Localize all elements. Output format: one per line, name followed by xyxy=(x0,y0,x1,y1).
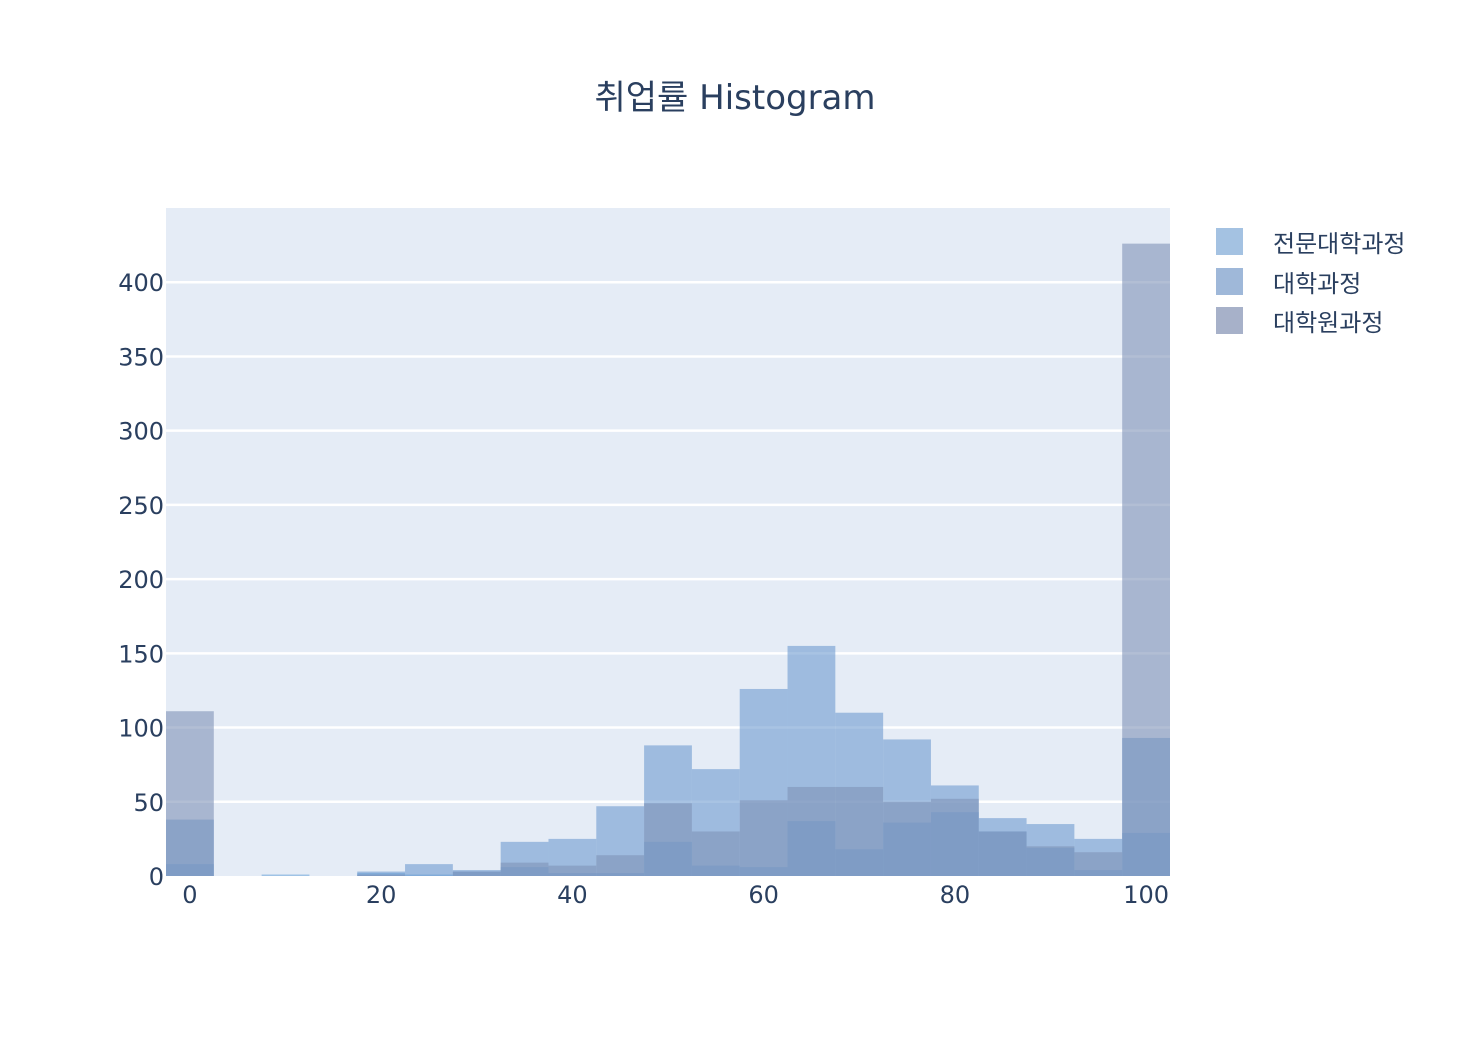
histogram-bar[interactable] xyxy=(357,874,406,876)
legend-label-undergraduate: 대학과정 xyxy=(1273,269,1362,298)
grid-layer xyxy=(166,280,1170,804)
histogram-bar[interactable] xyxy=(1122,243,1170,877)
x-tick-label: 0 xyxy=(182,881,197,909)
bars-layer xyxy=(166,243,1170,877)
x-tick-labels: 0 20 40 60 80 100 xyxy=(182,881,1169,909)
series-2-bars xyxy=(166,243,1170,877)
histogram-bar[interactable] xyxy=(644,803,692,876)
legend-item-vocational[interactable]: 전문대학과정 xyxy=(1216,222,1405,262)
y-tick-label: 250 xyxy=(118,492,164,520)
chart-title: 취업률 Histogram xyxy=(594,78,876,118)
histogram-bar[interactable] xyxy=(787,786,836,876)
histogram-bar[interactable] xyxy=(835,786,884,876)
legend-label-vocational: 전문대학과정 xyxy=(1273,230,1406,259)
x-tick-label: 80 xyxy=(940,881,971,909)
legend-label-graduate: 대학원과정 xyxy=(1273,309,1384,338)
x-tick-label: 40 xyxy=(557,881,588,909)
x-tick-label: 100 xyxy=(1123,881,1169,909)
x-tick-label: 20 xyxy=(366,881,397,909)
y-tick-label: 100 xyxy=(118,715,164,743)
histogram-bar[interactable] xyxy=(261,874,310,876)
legend-item-undergraduate[interactable]: 대학과정 xyxy=(1216,262,1405,302)
legend: 전문대학과정 대학과정 대학원과정 xyxy=(1216,222,1405,341)
y-tick-label: 50 xyxy=(133,789,164,817)
legend-swatch-undergraduate xyxy=(1216,267,1243,295)
histogram-bar[interactable] xyxy=(405,864,453,876)
histogram-bar[interactable] xyxy=(500,862,549,876)
y-tick-label: 400 xyxy=(118,269,164,297)
histogram-bar[interactable] xyxy=(883,801,931,876)
histogram-bar[interactable] xyxy=(691,831,740,876)
y-tick-label: 0 xyxy=(149,863,164,891)
y-tick-label: 150 xyxy=(118,640,164,668)
histogram-bar[interactable] xyxy=(596,855,645,876)
y-tick-labels: 0 50 100 150 200 250 300 350 400 xyxy=(118,269,164,891)
legend-item-graduate[interactable]: 대학원과정 xyxy=(1216,301,1405,341)
y-tick-label: 350 xyxy=(118,343,164,371)
histogram-bar[interactable] xyxy=(1074,852,1123,876)
histogram-bar[interactable] xyxy=(357,871,406,876)
y-tick-label: 200 xyxy=(118,566,164,594)
histogram-bar[interactable] xyxy=(548,865,597,876)
histogram-bar[interactable] xyxy=(452,871,501,876)
histogram-bar[interactable] xyxy=(739,800,788,876)
histogram-bar[interactable] xyxy=(1026,846,1075,876)
x-tick-label: 60 xyxy=(748,881,779,909)
histogram-bar[interactable] xyxy=(978,831,1027,876)
legend-swatch-vocational xyxy=(1216,228,1243,256)
y-tick-label: 300 xyxy=(118,418,164,446)
histogram-bar[interactable] xyxy=(930,798,979,876)
legend-swatch-graduate xyxy=(1216,307,1243,335)
histogram-bar[interactable] xyxy=(166,711,214,876)
